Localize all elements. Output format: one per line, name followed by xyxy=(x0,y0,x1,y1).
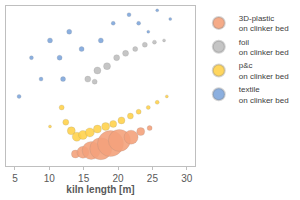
svg-text:15: 15 xyxy=(78,173,90,184)
svg-text:30: 30 xyxy=(181,173,193,184)
svg-text:20: 20 xyxy=(112,173,124,184)
svg-text:25: 25 xyxy=(147,173,159,184)
svg-text:p&con clinker bed: p&con clinker bed xyxy=(239,61,289,80)
svg-text:3D-plasticon clinker bed: 3D-plasticon clinker bed xyxy=(239,14,289,33)
svg-text:kiln length [m]: kiln length [m] xyxy=(66,184,134,195)
svg-text:textileon clinker bed: textileon clinker bed xyxy=(239,85,289,104)
svg-text:5: 5 xyxy=(12,173,18,184)
svg-text:foilon clinker bed: foilon clinker bed xyxy=(239,38,289,57)
svg-text:10: 10 xyxy=(44,173,56,184)
